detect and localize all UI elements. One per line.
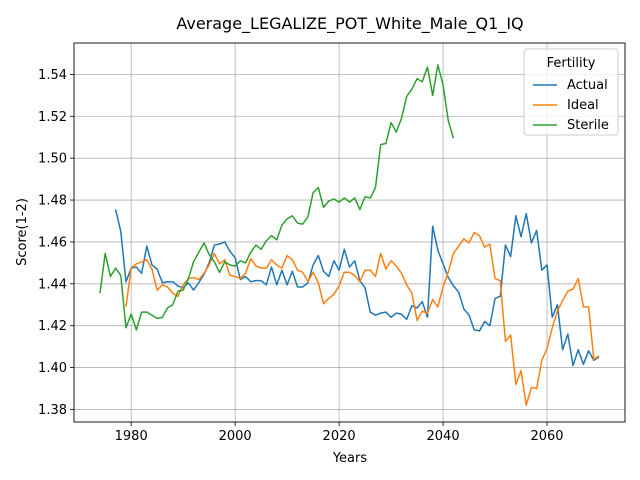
x-tick-label: 1980 — [115, 429, 148, 444]
y-tick-label: 1.48 — [38, 194, 67, 209]
x-tick-label: 2060 — [530, 429, 563, 444]
grid — [74, 43, 625, 422]
x-tick-label: 2040 — [427, 429, 460, 444]
y-tick-label: 1.50 — [38, 152, 67, 167]
y-tick-label: 1.52 — [38, 110, 67, 125]
chart-title: Average_LEGALIZE_POT_White_Male_Q1_IQ — [176, 14, 523, 34]
legend-title: Fertility — [547, 56, 596, 71]
legend-entries: Actual Ideal Sterile — [533, 78, 609, 133]
series-lines — [99, 64, 600, 406]
plot-frame — [73, 42, 626, 423]
series-line-ideal — [125, 231, 600, 406]
y-tick-label: 1.44 — [38, 277, 67, 292]
legend-label-sterile: Sterile — [567, 118, 609, 133]
y-axis-label: Score(1-2) — [15, 198, 30, 266]
y-tick-label: 1.38 — [38, 403, 67, 418]
y-tick-label: 1.42 — [38, 319, 67, 334]
legend-box — [523, 48, 619, 136]
x-tick-label: 2000 — [219, 429, 252, 444]
x-tick-label: 2020 — [323, 429, 356, 444]
series-line-sterile — [99, 64, 455, 331]
y-tick-label: 1.54 — [38, 68, 67, 83]
legend: Fertility Actual Ideal Sterile — [523, 48, 619, 136]
legend-label-actual: Actual — [567, 78, 608, 93]
series-line-actual — [114, 209, 600, 367]
y-tick-label: 1.46 — [38, 235, 67, 250]
legend-label-ideal: Ideal — [567, 98, 599, 113]
y-tick-label: 1.40 — [38, 361, 67, 376]
axis-ticks: 1980 2000 2020 2040 2060 1.38 1.40 1.42 1.44 1.46… — [38, 68, 564, 444]
x-axis-label: Years — [332, 451, 368, 466]
